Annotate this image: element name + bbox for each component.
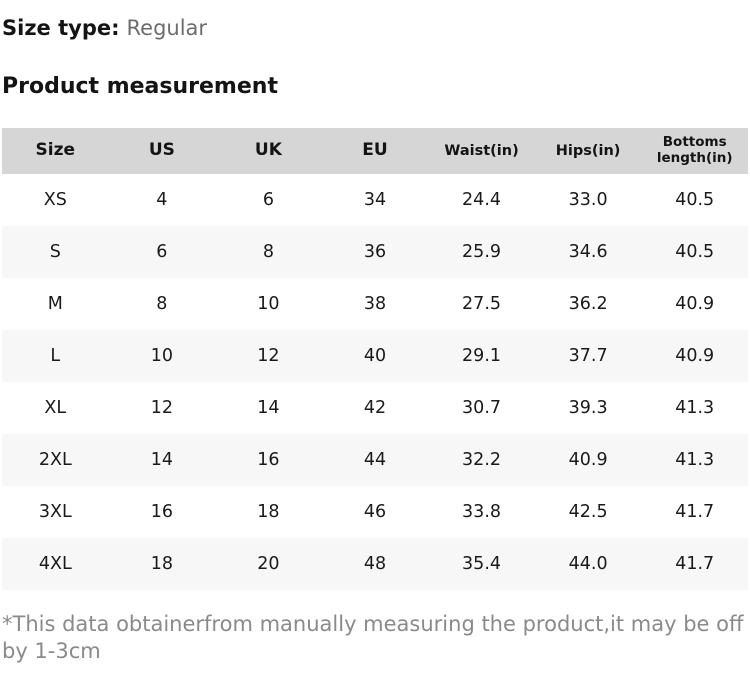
table-cell-bottoms_length_in: 41.7 bbox=[641, 538, 748, 590]
table-cell-waist_in: 27.5 bbox=[428, 278, 535, 330]
table-cell-bottoms_length_in: 40.5 bbox=[641, 226, 748, 278]
table-cell-size: L bbox=[2, 330, 109, 382]
table-cell-bottoms_length_in: 41.7 bbox=[641, 486, 748, 538]
column-header-us: US bbox=[108, 128, 216, 174]
table-cell-bottoms_length_in: 40.9 bbox=[641, 278, 748, 330]
table-cell-hips_in: 33.0 bbox=[534, 174, 642, 226]
footnote: *This data obtainerfrom manually measuri… bbox=[2, 612, 744, 663]
table-cell-us: 14 bbox=[108, 434, 216, 486]
table-cell-hips_in: 37.7 bbox=[534, 330, 642, 382]
table-cell-hips_in: 36.2 bbox=[534, 278, 642, 330]
table-cell-eu: 48 bbox=[321, 538, 429, 590]
table-cell-uk: 16 bbox=[215, 434, 322, 486]
table-cell-hips_in: 44.0 bbox=[534, 538, 642, 590]
table-row: S 6 8 36 25.9 34.6 40.5 bbox=[2, 226, 748, 278]
table-cell-size: 4XL bbox=[2, 538, 109, 590]
table-header-row: Size US UK EU Waist(in) Hips(in) Bottoms lengt… bbox=[2, 128, 748, 174]
column-header-bottoms_length_in: Bottoms length(in) bbox=[641, 128, 748, 174]
table-cell-uk: 18 bbox=[215, 486, 322, 538]
table-cell-us: 6 bbox=[108, 226, 216, 278]
table-cell-hips_in: 39.3 bbox=[534, 382, 642, 434]
section-title: Product measurement bbox=[2, 74, 278, 99]
table-row: 2XL 14 16 44 32.2 40.9 41.3 bbox=[2, 434, 748, 486]
table-cell-us: 8 bbox=[108, 278, 216, 330]
table-cell-waist_in: 24.4 bbox=[428, 174, 535, 226]
column-header-waist_in: Waist(in) bbox=[428, 128, 535, 174]
table-cell-size: M bbox=[2, 278, 109, 330]
table-cell-eu: 34 bbox=[321, 174, 429, 226]
table-cell-uk: 8 bbox=[215, 226, 322, 278]
table-cell-waist_in: 30.7 bbox=[428, 382, 535, 434]
table-cell-bottoms_length_in: 41.3 bbox=[641, 434, 748, 486]
table-row: M 8 10 38 27.5 36.2 40.9 bbox=[2, 278, 748, 330]
table-cell-eu: 44 bbox=[321, 434, 429, 486]
size-type-value: Regular bbox=[126, 16, 208, 40]
table-cell-uk: 6 bbox=[215, 174, 322, 226]
table-cell-uk: 20 bbox=[215, 538, 322, 590]
table-cell-eu: 42 bbox=[321, 382, 429, 434]
size-type-label: Size type: bbox=[2, 16, 120, 40]
size-chart-page: Size type: Regular Product measurement Si… bbox=[0, 14, 750, 686]
table-cell-uk: 12 bbox=[215, 330, 322, 382]
table-row: 4XL 18 20 48 35.4 44.0 41.7 bbox=[2, 538, 748, 590]
table-cell-waist_in: 33.8 bbox=[428, 486, 535, 538]
table-cell-size: XL bbox=[2, 382, 109, 434]
table-cell-us: 18 bbox=[108, 538, 216, 590]
size-type-line: Size type: Regular bbox=[2, 14, 750, 42]
table-cell-eu: 36 bbox=[321, 226, 429, 278]
column-header-hips_in: Hips(in) bbox=[534, 128, 642, 174]
table-cell-waist_in: 35.4 bbox=[428, 538, 535, 590]
table-header: Size US UK EU Waist(in) Hips(in) Bottoms lengt… bbox=[2, 128, 748, 174]
table-cell-waist_in: 32.2 bbox=[428, 434, 535, 486]
table-cell-size: S bbox=[2, 226, 109, 278]
table-cell-hips_in: 40.9 bbox=[534, 434, 642, 486]
table-cell-us: 16 bbox=[108, 486, 216, 538]
table-cell-us: 10 bbox=[108, 330, 216, 382]
table-row: L 10 12 40 29.1 37.7 40.9 bbox=[2, 330, 748, 382]
table-row: XL 12 14 42 30.7 39.3 41.3 bbox=[2, 382, 748, 434]
table-row: XS 4 6 34 24.4 33.0 40.5 bbox=[2, 174, 748, 226]
table-cell-size: 2XL bbox=[2, 434, 109, 486]
measurement-table: Size US UK EU Waist(in) Hips(in) Bottoms lengt… bbox=[2, 128, 748, 590]
table-cell-hips_in: 42.5 bbox=[534, 486, 642, 538]
table-cell-hips_in: 34.6 bbox=[534, 226, 642, 278]
table-cell-bottoms_length_in: 41.3 bbox=[641, 382, 748, 434]
column-header-eu: EU bbox=[321, 128, 429, 174]
table-body: XS 4 6 34 24.4 33.0 40.5 S 6 8 36 25.9 34.6 40.5 M 8 10 3… bbox=[2, 174, 748, 590]
table-cell-size: XS bbox=[2, 174, 109, 226]
table-cell-uk: 14 bbox=[215, 382, 322, 434]
column-header-uk: UK bbox=[215, 128, 322, 174]
table-cell-waist_in: 25.9 bbox=[428, 226, 535, 278]
table-row: 3XL 16 18 46 33.8 42.5 41.7 bbox=[2, 486, 748, 538]
table-cell-us: 12 bbox=[108, 382, 216, 434]
table-cell-size: 3XL bbox=[2, 486, 109, 538]
table-cell-eu: 46 bbox=[321, 486, 429, 538]
table-cell-eu: 40 bbox=[321, 330, 429, 382]
table-cell-waist_in: 29.1 bbox=[428, 330, 535, 382]
table-cell-bottoms_length_in: 40.5 bbox=[641, 174, 748, 226]
table-cell-uk: 10 bbox=[215, 278, 322, 330]
table-cell-eu: 38 bbox=[321, 278, 429, 330]
table-cell-us: 4 bbox=[108, 174, 216, 226]
table-cell-bottoms_length_in: 40.9 bbox=[641, 330, 748, 382]
column-header-size: Size bbox=[2, 128, 109, 174]
